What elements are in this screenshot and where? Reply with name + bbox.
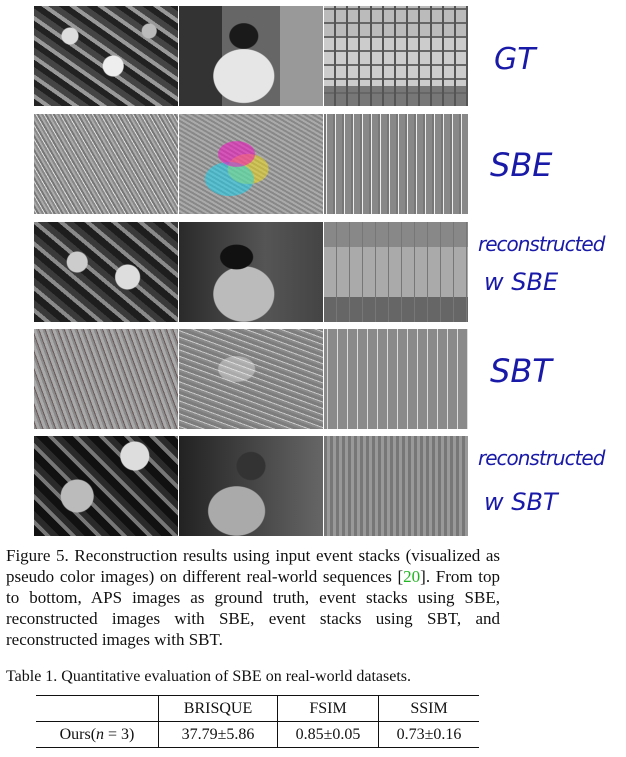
figure-caption: Figure 5. Reconstruction results using i… <box>6 545 500 650</box>
image-recon-sbe-seq3 <box>324 222 468 322</box>
handwritten-label-recon-sbe-line1: reconstructed <box>478 232 605 256</box>
citation-link[interactable]: 20 <box>403 567 421 586</box>
image-gt-seq1 <box>34 6 178 106</box>
table-row: Ours(n = 3) 37.79±5.86 0.85±0.05 0.73±0.… <box>36 721 479 748</box>
row-sbt-stacks <box>34 329 468 429</box>
image-recon-sbt-seq3 <box>324 436 468 536</box>
handwritten-label-recon-sbt-line1: reconstructed <box>478 446 605 470</box>
row-ground-truth <box>34 6 468 106</box>
row-reconstructed-sbe <box>34 222 468 322</box>
image-gt-seq3 <box>324 6 468 106</box>
image-recon-sbe-seq2 <box>179 222 323 322</box>
table-header-row: BRISQUE FSIM SSIM <box>36 695 479 722</box>
image-recon-sbt-seq1 <box>34 436 178 536</box>
row-label-suffix: = 3) <box>104 725 135 743</box>
results-table: BRISQUE FSIM SSIM Ours(n = 3) 37.79±5.86… <box>36 695 479 748</box>
image-sbe-seq1 <box>34 114 178 214</box>
table-caption: Table 1. Quantitative evaluation of SBE … <box>6 668 411 685</box>
handwritten-label-gt: GT <box>494 42 536 77</box>
handwritten-label-sbe: SBE <box>490 146 553 184</box>
cell-brisque: 37.79±5.86 <box>158 721 278 748</box>
row-reconstructed-sbt <box>34 436 468 536</box>
table-header-brisque: BRISQUE <box>158 695 278 722</box>
row-label-variable: n <box>96 725 105 743</box>
image-sbe-seq3 <box>324 114 468 214</box>
figure-caption-text-end: ]. From top to bottom, APS images as gro… <box>6 567 500 649</box>
image-recon-sbe-seq1 <box>34 222 178 322</box>
handwritten-label-recon-sbt-line2: w SBT <box>484 488 558 516</box>
image-sbt-seq3 <box>324 329 468 429</box>
image-sbt-seq1 <box>34 329 178 429</box>
row-sbe-stacks <box>34 114 468 214</box>
image-sbt-seq2 <box>179 329 323 429</box>
row-label: Ours(n = 3) <box>36 721 159 748</box>
handwritten-label-sbt: SBT <box>490 352 552 390</box>
image-sbe-seq2 <box>179 114 323 214</box>
cell-ssim: 0.73±0.16 <box>378 721 479 748</box>
row-label-prefix: Ours( <box>59 725 97 743</box>
figure-caption-text: Figure 5. Reconstruction results using i… <box>6 546 500 586</box>
image-recon-sbt-seq2 <box>179 436 323 536</box>
table-header-fsim: FSIM <box>277 695 379 722</box>
image-gt-seq2 <box>179 6 323 106</box>
table-header-ssim: SSIM <box>378 695 479 722</box>
cell-fsim: 0.85±0.05 <box>277 721 379 748</box>
handwritten-label-recon-sbe-line2: w SBE <box>484 268 559 296</box>
table-header-empty <box>36 695 159 722</box>
